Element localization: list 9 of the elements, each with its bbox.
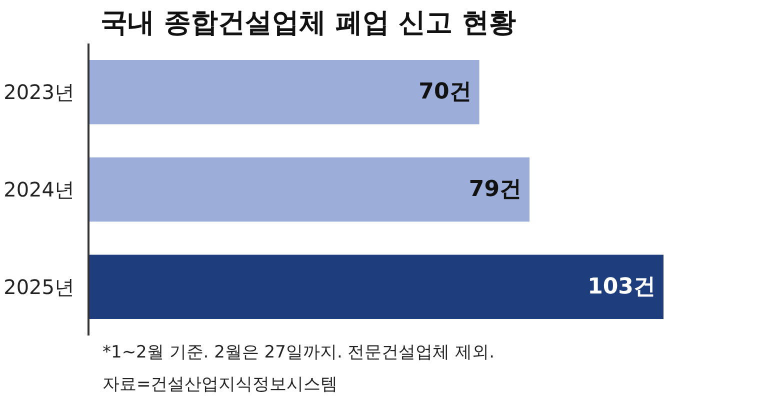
data-label: 103건 [588, 274, 656, 300]
data-label: 70건 [418, 80, 472, 105]
y-tick-label: 2023년 [4, 80, 75, 104]
chart-title: 국내 종합건설업체 폐업 신고 현황 [100, 8, 516, 38]
y-tick-label: 2025년 [4, 274, 75, 299]
text: *1~2월 기준. 2월은 27일까지. 전문건설업체 제외. [102, 342, 495, 362]
text: 자료=건설산업지식정보시스템 [102, 374, 338, 394]
data-label: 79건 [468, 177, 522, 202]
y-tick-label: 2024년 [4, 178, 75, 202]
